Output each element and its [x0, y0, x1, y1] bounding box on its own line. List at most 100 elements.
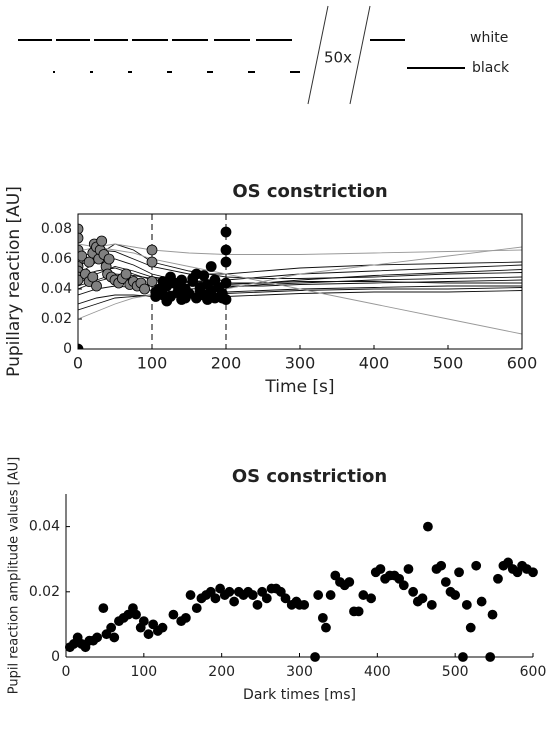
data-point: [146, 276, 158, 287]
break-line: [307, 5, 329, 105]
plot-area: [78, 214, 522, 349]
data-point: [465, 622, 476, 633]
data-point: [440, 577, 451, 587]
data-point: [471, 560, 482, 571]
data-point: [150, 291, 162, 302]
x-tick-label: 200: [208, 664, 235, 680]
data-point: [487, 609, 498, 620]
y-tick-label: 0.06: [41, 251, 72, 267]
data-point: [92, 632, 103, 643]
data-point: [78, 232, 84, 244]
data-point: [176, 274, 188, 286]
data-point: [139, 283, 151, 295]
data-point: [394, 573, 405, 584]
data-point: [417, 593, 428, 604]
y-tick-label: 0.02: [41, 311, 72, 327]
data-point: [220, 256, 232, 268]
plot-area: [64, 521, 538, 662]
data-point: [476, 596, 487, 607]
data-point: [78, 343, 84, 349]
data-point: [215, 583, 226, 594]
x-tick-label: 300: [285, 354, 316, 373]
y-tick-label: 0.08: [41, 221, 72, 237]
y-tick-label: 0.02: [29, 584, 60, 600]
x-tick-label: 400: [359, 354, 390, 373]
data-point: [375, 564, 386, 574]
data-point: [313, 590, 324, 600]
y-tick-label: 0.04: [41, 281, 72, 297]
data-point: [321, 622, 331, 633]
data-point: [120, 268, 132, 280]
data-point: [157, 622, 168, 633]
x-tick-label: 100: [137, 354, 168, 373]
x-tick-label: 200: [211, 354, 242, 373]
data-point: [224, 586, 235, 597]
data-point: [454, 567, 464, 578]
data-point: [403, 564, 414, 574]
x-tick-label: 100: [130, 664, 157, 680]
data-point: [180, 612, 191, 623]
x-tick-label: 500: [433, 354, 464, 373]
data-point: [503, 557, 513, 568]
data-point: [229, 596, 240, 607]
data-point: [143, 629, 154, 640]
data-point: [330, 570, 341, 581]
repeat-label: 50x: [324, 49, 352, 67]
data-point: [344, 577, 355, 587]
data-point: [261, 593, 272, 604]
break-line: [349, 5, 371, 105]
data-point: [198, 270, 210, 281]
data-point: [78, 223, 84, 235]
data-point: [83, 256, 95, 268]
data-point: [353, 606, 364, 617]
data-point: [317, 612, 328, 623]
data-point: [280, 593, 291, 604]
chart-title: OS constriction: [232, 466, 387, 487]
data-point: [325, 590, 336, 600]
data-point: [148, 619, 159, 630]
data-point: [220, 244, 232, 256]
y-tick-label: 0: [51, 649, 60, 665]
white-label: white: [470, 30, 508, 46]
y-tick-label: 0.04: [29, 519, 60, 535]
chart-title: OS constriction: [232, 181, 387, 202]
plot-frame: [77, 213, 523, 350]
data-point: [146, 244, 158, 256]
data-point: [194, 285, 206, 296]
x-tick-label: 400: [364, 664, 391, 680]
data-point: [205, 586, 216, 597]
series-line: [78, 243, 522, 255]
data-point: [96, 235, 108, 247]
x-tick-label: 0: [73, 354, 83, 373]
data-point: [257, 586, 268, 597]
y-axis-label: Pupillary reaction [AU]: [4, 186, 24, 377]
data-point: [78, 250, 88, 262]
data-point: [98, 603, 109, 613]
x-tick-label: 0: [62, 664, 71, 680]
data-point: [252, 599, 263, 610]
data-point: [168, 609, 179, 620]
data-point: [299, 599, 310, 610]
data-point: [528, 567, 538, 578]
data-point: [408, 586, 419, 597]
data-point: [191, 603, 202, 613]
data-point: [423, 521, 433, 532]
data-point: [91, 280, 102, 292]
y-axis-label: Pupil reaction amplitude values [AU]: [7, 457, 22, 694]
data-point: [398, 580, 409, 591]
data-point: [220, 294, 232, 305]
data-point: [109, 632, 120, 643]
data-point: [209, 274, 221, 286]
data-point: [220, 226, 232, 238]
data-point: [165, 271, 176, 283]
data-point: [103, 253, 115, 265]
data-point: [450, 590, 461, 600]
data-point: [426, 599, 437, 610]
x-axis-label: Dark times [ms]: [243, 687, 356, 703]
data-point: [205, 261, 217, 272]
black-label: black: [472, 60, 510, 76]
x-tick-label: 600: [507, 354, 538, 373]
data-point: [146, 256, 158, 268]
